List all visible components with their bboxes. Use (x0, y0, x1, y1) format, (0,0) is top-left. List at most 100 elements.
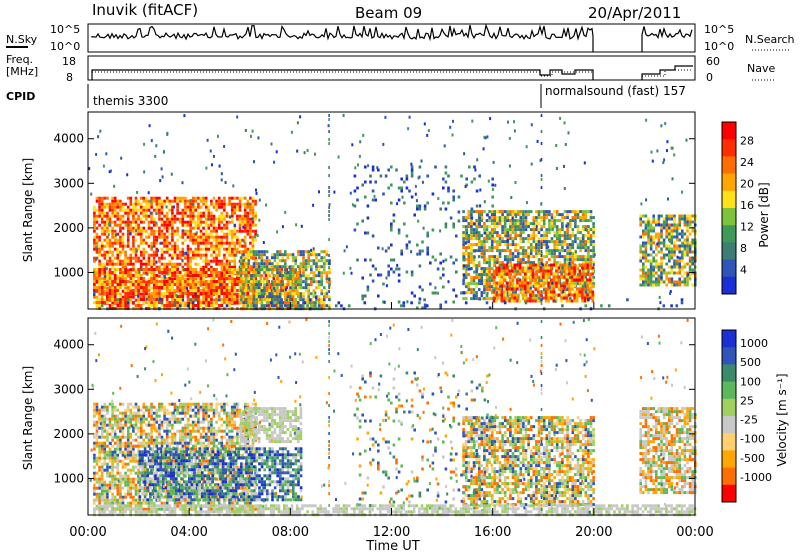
heatmap-cell (513, 293, 517, 297)
heatmap-cell (132, 250, 135, 254)
heatmap-cell (647, 229, 650, 233)
heatmap-cell (647, 226, 650, 230)
heatmap-cell (317, 253, 321, 257)
heatmap-cell (655, 232, 658, 236)
heatmap-cell (197, 235, 200, 239)
heatmap-cell (574, 258, 577, 262)
heatmap-cell (542, 213, 546, 217)
heatmap-cell (181, 283, 185, 286)
heatmap-cell (106, 235, 109, 239)
heatmap-cell (678, 259, 681, 263)
heatmap-cell (320, 265, 323, 269)
heatmap-cell (514, 243, 517, 247)
heatmap-cell (181, 289, 185, 292)
heatmap-cell (299, 274, 303, 278)
heatmap-cell (178, 274, 182, 277)
heatmap-cell (145, 217, 148, 221)
heatmap-cell (163, 283, 166, 286)
heatmap-cell (566, 294, 569, 298)
heatmap-cell (98, 250, 101, 254)
heatmap-cell (178, 262, 182, 266)
heatmap-cell (191, 232, 195, 236)
heatmap-cell (555, 293, 558, 297)
heatmap-cell (571, 210, 575, 214)
heatmap-cell (519, 234, 523, 238)
heatmap-cell (93, 241, 96, 245)
heatmap-cell (165, 277, 169, 280)
heatmap-cell (478, 219, 481, 223)
heatmap-cell (584, 249, 588, 253)
heatmap-cell (152, 208, 156, 212)
heatmap-cell (591, 293, 595, 297)
heatmap-cell (199, 298, 203, 302)
heatmap-cell (220, 265, 224, 269)
heatmap-cell (681, 268, 684, 272)
heatmap-cell (513, 275, 517, 279)
heatmap-cell (124, 277, 127, 280)
heatmap-cell (568, 222, 572, 226)
heatmap-cell (189, 298, 192, 302)
heatmap-cell (579, 255, 582, 259)
heatmap-cell (544, 278, 548, 282)
heatmap-cell (486, 234, 489, 238)
heatmap-cell (513, 287, 517, 291)
heatmap-cell (184, 280, 187, 283)
heatmap-cell (126, 235, 130, 239)
heatmap-cell (171, 238, 174, 242)
heatmap-cell (317, 295, 321, 299)
heatmap-cell (304, 286, 308, 290)
heatmap-cell (220, 199, 224, 203)
heatmap-cell (121, 259, 125, 263)
heatmap-cell (668, 244, 671, 248)
heatmap-cell (171, 220, 174, 224)
heatmap-cell (160, 247, 164, 251)
heatmap-cell (150, 304, 153, 307)
heatmap-cell (168, 199, 172, 203)
heatmap-cell (93, 277, 96, 280)
heatmap-cell (527, 213, 530, 217)
heatmap-cell (492, 278, 496, 282)
heatmap-cell (464, 249, 468, 253)
heatmap-cell (678, 217, 681, 221)
heatmap-cell (212, 229, 216, 233)
heatmap-cell (225, 274, 229, 277)
heatmap-cell (522, 249, 525, 253)
heatmap-cell (100, 247, 104, 251)
heatmap-cell (129, 283, 133, 286)
heatmap-cell (106, 229, 109, 233)
heatmap-cell (129, 295, 133, 299)
heatmap-cell (574, 237, 577, 241)
heatmap-cell (397, 231, 401, 235)
heatmap-cell (160, 277, 164, 280)
heatmap-cell (286, 280, 290, 284)
heatmap-cell (155, 280, 159, 284)
heatmap-cell (233, 229, 237, 233)
heatmap-cell (397, 273, 401, 277)
heatmap-cell (592, 240, 595, 244)
heatmap-cell (176, 226, 179, 230)
heatmap-cell (516, 266, 519, 270)
heatmap-cell (527, 297, 530, 301)
heatmap-cell (483, 231, 487, 235)
heatmap-cell (210, 229, 213, 233)
heatmap-cell (589, 255, 593, 259)
heatmap-cell (509, 261, 512, 265)
heatmap-cell (470, 231, 473, 235)
heatmap-cell (542, 216, 546, 220)
heatmap-cell (220, 283, 224, 286)
heatmap-cell (511, 282, 515, 286)
heatmap-cell (491, 204, 494, 208)
heatmap-cell (574, 210, 577, 214)
heatmap-cell (688, 232, 692, 236)
heatmap-cell (265, 250, 269, 254)
heatmap-cell (163, 286, 166, 289)
heatmap-cell (197, 223, 200, 227)
heatmap-cell (553, 297, 556, 301)
heatmap-cell (566, 234, 569, 238)
heatmap-cell (276, 268, 279, 272)
heatmap-cell (95, 232, 99, 236)
heatmap-cell (103, 265, 107, 269)
heatmap-cell (281, 301, 284, 305)
heatmap-cell (317, 271, 321, 275)
heatmap-cell (277, 289, 281, 292)
